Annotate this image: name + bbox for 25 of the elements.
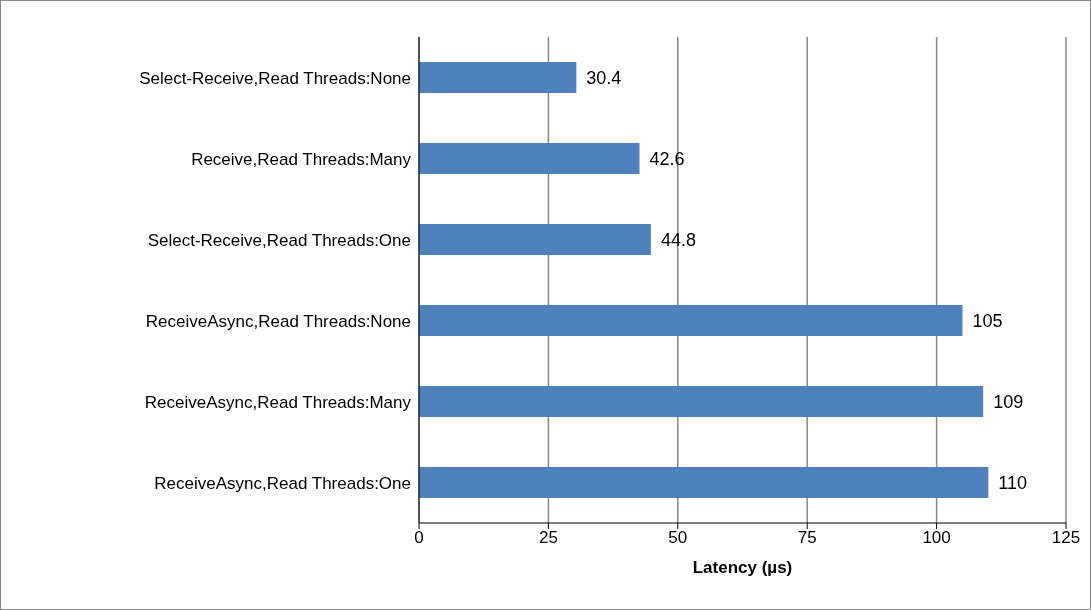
data-label: 42.6 [649,149,685,169]
bar [419,143,640,175]
bar [419,467,989,499]
x-axis-title: Latency (µs) [692,558,793,577]
y-tick-label: ReceiveAsync,Read Threads:None [145,311,411,331]
x-tick-label: 125 [1051,528,1081,548]
x-tick-label: 50 [668,528,688,548]
x-tick-label: 100 [922,528,951,548]
x-tick-label: 25 [538,528,558,548]
y-tick-label: ReceiveAsync,Read Threads:One [154,473,411,493]
data-label: 105 [972,311,1003,331]
data-label: 109 [993,392,1024,412]
bar [419,386,984,418]
data-label: 44.8 [660,230,696,250]
bar [419,305,963,337]
bar [419,224,651,256]
bar [419,62,577,94]
x-tick-label: 0 [414,528,424,548]
y-tick-label: Select-Receive,Read Threads:None [139,68,411,88]
y-tick-label: Receive,Read Threads:Many [191,149,412,169]
data-label: 30.4 [586,68,622,88]
data-label: 110 [998,473,1028,493]
x-tick-label: 75 [797,528,817,548]
y-tick-label: ReceiveAsync,Read Threads:Many [144,392,412,412]
y-tick-label: Select-Receive,Read Threads:One [147,230,411,250]
